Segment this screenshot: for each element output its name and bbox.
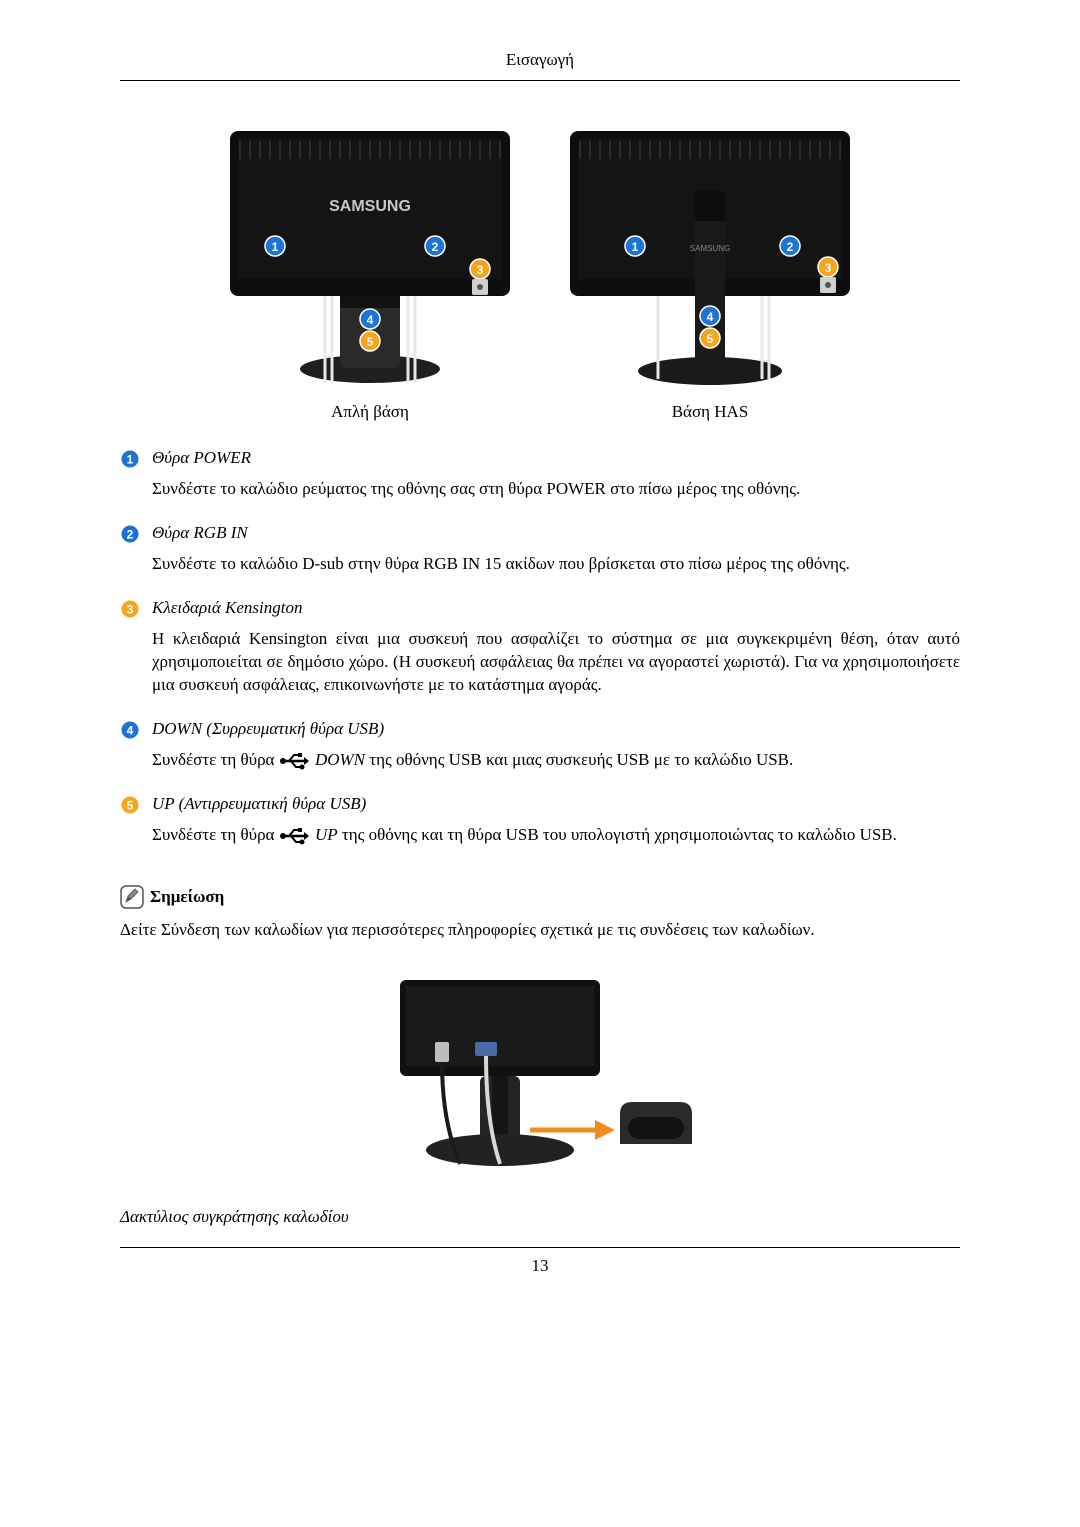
item-4-text: Συνδέστε τη θύρα DOWN της οθόνης USB και… xyxy=(152,749,960,772)
svg-text:4: 4 xyxy=(367,313,374,327)
bottom-caption: Δακτύλιος συγκράτησης καλωδίου xyxy=(120,1207,960,1227)
page-header: Εισαγωγή xyxy=(120,50,960,81)
note-pencil-icon xyxy=(120,885,144,909)
note-label: Σημείωση xyxy=(150,887,224,907)
svg-text:3: 3 xyxy=(477,263,484,277)
item-2-title: Θύρα RGB IN xyxy=(152,523,960,543)
badge-2-icon: 2 xyxy=(120,524,140,544)
note-text: Δείτε Σύνδεση των καλωδίων για περισσότε… xyxy=(120,919,960,942)
svg-text:2: 2 xyxy=(787,240,794,254)
list-item-4: 4 DOWN (Συρρευματική θύρα USB) Συνδέστε … xyxy=(120,719,960,782)
svg-text:1: 1 xyxy=(632,240,639,254)
monitor-left-cell: SAMSUNG 1 2 3 4 5 Απλή βάση xyxy=(220,121,520,422)
monitor-left-caption: Απλή βάση xyxy=(220,402,520,422)
svg-text:2: 2 xyxy=(127,527,134,541)
usb-down-icon xyxy=(279,752,311,770)
item-4-text-after: της οθόνης USB και μιας συσκευής USB με … xyxy=(369,750,793,769)
item-4-title: DOWN (Συρρευματική θύρα USB) xyxy=(152,719,960,739)
item-2-text: Συνδέστε το καλώδιο D-sub στην θύρα RGB … xyxy=(152,553,960,576)
monitor-left-illustration: SAMSUNG 1 2 3 4 5 xyxy=(220,121,520,391)
list-item-2: 2 Θύρα RGB IN Συνδέστε το καλώδιο D-sub … xyxy=(120,523,960,586)
badge-4-icon: 4 xyxy=(120,720,140,740)
item-5-text-before: Συνδέστε τη θύρα xyxy=(152,825,279,844)
usb-up-icon xyxy=(279,827,311,845)
badge-3-icon: 3 xyxy=(120,599,140,619)
item-1-text: Συνδέστε το καλώδιο ρεύματος της οθόνης … xyxy=(152,478,960,501)
monitor-right-illustration: SAMSUNG 1 2 3 4 5 xyxy=(560,121,860,391)
svg-text:4: 4 xyxy=(127,723,134,737)
list-item-3: 3 Κλειδαριά Kensington Η κλειδαριά Kensi… xyxy=(120,598,960,707)
item-5-text-middle: UP xyxy=(315,825,338,844)
badge-5-icon: 5 xyxy=(120,795,140,815)
item-3-text: Η κλειδαριά Kensington είναι μια συσκευή… xyxy=(152,628,960,697)
svg-text:5: 5 xyxy=(127,798,134,812)
cable-holder-illustration xyxy=(380,972,700,1172)
bottom-figure xyxy=(120,972,960,1177)
item-1-title: Θύρα POWER xyxy=(152,448,960,468)
monitor-right-cell: SAMSUNG 1 2 3 4 5 Βάση HAS xyxy=(560,121,860,422)
document-page: Εισαγωγή xyxy=(0,0,1080,1306)
svg-text:3: 3 xyxy=(127,602,134,616)
item-3-title: Κλειδαριά Kensington xyxy=(152,598,960,618)
item-5-text-after: της οθόνης και τη θύρα USB του υπολογιστ… xyxy=(342,825,897,844)
badge-1-icon: 1 xyxy=(120,449,140,469)
list-item-1: 1 Θύρα POWER Συνδέστε το καλώδιο ρεύματο… xyxy=(120,448,960,511)
svg-text:5: 5 xyxy=(707,332,714,346)
svg-text:2: 2 xyxy=(432,240,439,254)
svg-text:1: 1 xyxy=(272,240,279,254)
svg-text:SAMSUNG: SAMSUNG xyxy=(329,198,411,215)
item-5-title: UP (Αντιρρευματική θύρα USB) xyxy=(152,794,960,814)
list-item-5: 5 UP (Αντιρρευματική θύρα USB) Συνδέστε … xyxy=(120,794,960,857)
item-4-text-middle: DOWN xyxy=(315,750,365,769)
svg-text:SAMSUNG: SAMSUNG xyxy=(690,244,730,253)
svg-text:3: 3 xyxy=(825,261,832,275)
item-4-text-before: Συνδέστε τη θύρα xyxy=(152,750,279,769)
monitors-row: SAMSUNG 1 2 3 4 5 Απλή βάση xyxy=(120,121,960,422)
item-list: 1 Θύρα POWER Συνδέστε το καλώδιο ρεύματο… xyxy=(120,448,960,857)
svg-text:1: 1 xyxy=(127,453,134,467)
item-5-text: Συνδέστε τη θύρα UP της οθόνης και τη θύ… xyxy=(152,824,960,847)
svg-text:4: 4 xyxy=(707,310,714,324)
monitor-right-caption: Βάση HAS xyxy=(560,402,860,422)
note-heading: Σημείωση xyxy=(120,885,960,909)
svg-text:5: 5 xyxy=(367,335,374,349)
page-number: 13 xyxy=(120,1248,960,1276)
